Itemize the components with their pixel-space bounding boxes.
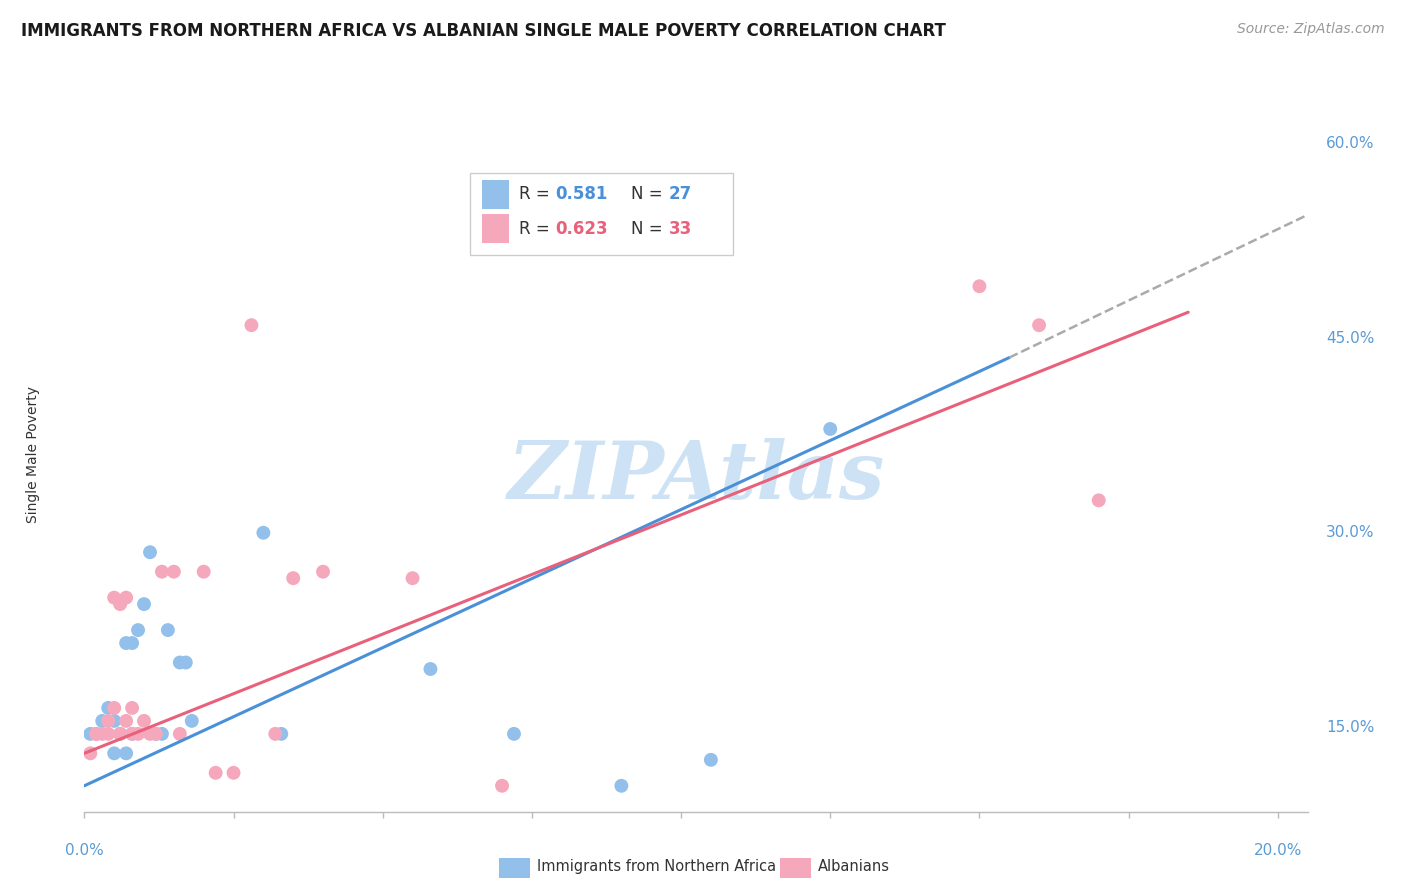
Text: Single Male Poverty: Single Male Poverty xyxy=(25,386,39,524)
Point xyxy=(103,747,125,761)
Point xyxy=(252,525,274,540)
Point xyxy=(174,656,197,670)
Text: 27: 27 xyxy=(669,186,692,203)
Text: Immigrants from Northern Africa: Immigrants from Northern Africa xyxy=(537,859,776,873)
Point xyxy=(150,565,173,579)
Bar xyxy=(482,180,509,209)
Point xyxy=(204,765,226,780)
Point xyxy=(503,727,526,741)
Point xyxy=(145,727,167,741)
Point xyxy=(1087,493,1109,508)
Point xyxy=(270,727,292,741)
Bar xyxy=(470,173,733,255)
Point xyxy=(222,765,245,780)
Point xyxy=(97,701,120,715)
Text: 45.0%: 45.0% xyxy=(1326,331,1374,345)
Text: Albanians: Albanians xyxy=(818,859,890,873)
Point xyxy=(121,636,143,650)
Point xyxy=(97,714,120,728)
Text: IMMIGRANTS FROM NORTHERN AFRICA VS ALBANIAN SINGLE MALE POVERTY CORRELATION CHAR: IMMIGRANTS FROM NORTHERN AFRICA VS ALBAN… xyxy=(21,22,946,40)
Point xyxy=(84,727,107,741)
Text: 33: 33 xyxy=(669,219,692,237)
Bar xyxy=(482,214,509,243)
Point xyxy=(115,747,138,761)
Point xyxy=(163,565,186,579)
Point xyxy=(121,727,143,741)
Point xyxy=(127,623,149,637)
Point xyxy=(150,727,173,741)
Point xyxy=(115,636,138,650)
Point xyxy=(180,714,202,728)
Point xyxy=(240,318,263,333)
Text: 30.0%: 30.0% xyxy=(1326,525,1375,541)
Text: Source: ZipAtlas.com: Source: ZipAtlas.com xyxy=(1237,22,1385,37)
Point xyxy=(91,714,114,728)
Point xyxy=(84,727,107,741)
Point xyxy=(79,747,101,761)
Text: 0.623: 0.623 xyxy=(555,219,607,237)
Point xyxy=(103,591,125,605)
Point xyxy=(700,753,723,767)
Point xyxy=(103,701,125,715)
Point xyxy=(132,597,155,611)
Point xyxy=(139,545,162,559)
Point xyxy=(156,623,179,637)
Point xyxy=(103,714,125,728)
Point xyxy=(145,727,167,741)
Text: 0.581: 0.581 xyxy=(555,186,607,203)
Point xyxy=(121,701,143,715)
Text: ZIPAtlas: ZIPAtlas xyxy=(508,438,884,515)
Point xyxy=(84,727,107,741)
Point xyxy=(193,565,215,579)
Text: 60.0%: 60.0% xyxy=(1326,136,1375,151)
Point xyxy=(610,779,633,793)
Point xyxy=(108,597,131,611)
Text: N =: N = xyxy=(631,219,668,237)
Point xyxy=(312,565,335,579)
Point xyxy=(264,727,287,741)
Point xyxy=(79,727,101,741)
Point xyxy=(419,662,441,676)
Point xyxy=(132,714,155,728)
Point xyxy=(108,727,131,741)
Point xyxy=(169,727,191,741)
Text: 20.0%: 20.0% xyxy=(1254,843,1302,858)
Point xyxy=(121,727,143,741)
Point xyxy=(127,727,149,741)
Point xyxy=(969,279,991,293)
Point xyxy=(1028,318,1050,333)
Text: R =: R = xyxy=(519,219,554,237)
Point xyxy=(491,779,513,793)
Point xyxy=(169,656,191,670)
Point xyxy=(401,571,423,585)
Point xyxy=(97,727,120,741)
Point xyxy=(115,714,138,728)
Text: 0.0%: 0.0% xyxy=(65,843,104,858)
Text: R =: R = xyxy=(519,186,554,203)
Point xyxy=(818,422,841,436)
Text: N =: N = xyxy=(631,186,668,203)
Point xyxy=(283,571,305,585)
Point xyxy=(115,591,138,605)
Point xyxy=(139,727,162,741)
Text: 15.0%: 15.0% xyxy=(1326,720,1374,735)
Point xyxy=(108,727,131,741)
Point xyxy=(91,727,114,741)
